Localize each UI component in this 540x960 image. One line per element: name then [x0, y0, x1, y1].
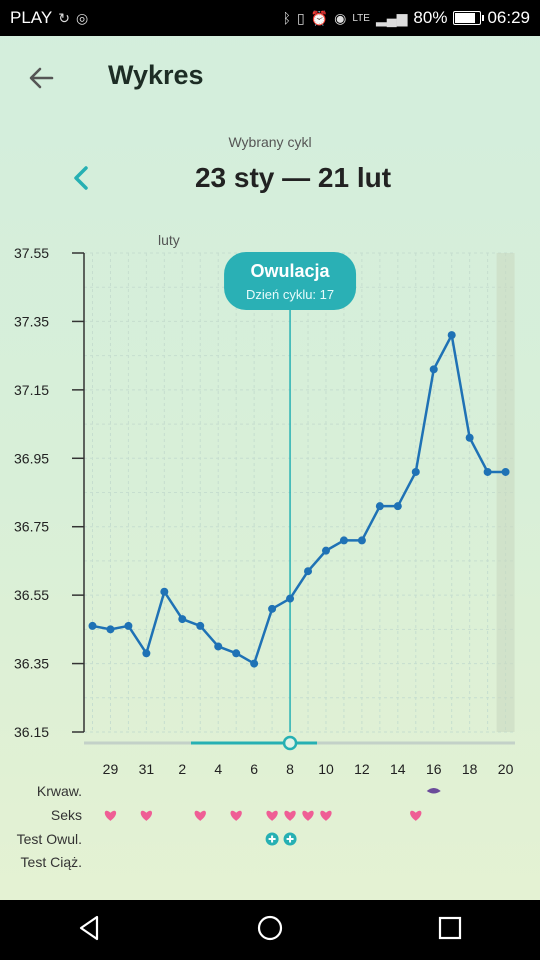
temperature-point[interactable]: [483, 467, 492, 476]
heart-icon: [302, 810, 314, 821]
temperature-point[interactable]: [321, 546, 330, 555]
temperature-points: [88, 331, 510, 668]
x-tick-label: 6: [250, 761, 258, 777]
temperature-point[interactable]: [501, 467, 510, 476]
temperature-series-line: [92, 331, 506, 666]
drop-icon: [426, 788, 441, 794]
previous-cycle-chevron-icon[interactable]: [68, 160, 94, 203]
y-tick-label: 37.35: [14, 313, 49, 329]
chart-grid: [84, 252, 515, 733]
temperature-point[interactable]: [429, 365, 438, 374]
temperature-point[interactable]: [375, 502, 384, 511]
ovulation-title: Owulacja: [251, 261, 331, 281]
temperature-point[interactable]: [286, 594, 295, 603]
temperature-point[interactable]: [250, 659, 259, 668]
heart-icon: [266, 810, 278, 821]
sync-icon: ↻: [58, 9, 70, 26]
battery-icon: [453, 11, 485, 25]
x-tick-label: 2: [178, 761, 186, 777]
heart-icon: [194, 810, 206, 821]
month-label: luty: [158, 232, 180, 248]
cycle-range: 23 sty — 21 lut: [194, 162, 392, 193]
x-tick-label: 8: [286, 761, 294, 777]
temperature-point[interactable]: [339, 536, 348, 545]
eye-icon: ◉: [334, 9, 347, 26]
x-tick-label: 4: [214, 761, 222, 777]
heart-icon: [410, 810, 422, 821]
temperature-point[interactable]: [411, 467, 420, 476]
scroll-handle[interactable]: [282, 735, 298, 751]
heart-icon: [320, 810, 332, 821]
y-tick-label: 36.75: [14, 519, 49, 535]
cycle-label: Wybrany cykl: [228, 134, 312, 150]
clock: 06:29: [487, 8, 530, 27]
heart-icon: [284, 810, 296, 821]
instagram-icon: ◎: [75, 9, 89, 26]
temperature-point[interactable]: [393, 502, 402, 511]
x-tick-label: 12: [354, 761, 370, 777]
temperature-chart[interactable]: luty 37.55 37.35 37.15 36.95 36.75 36.55 36.35…: [0, 0, 540, 880]
plus-glyph: [286, 835, 294, 843]
nav-back-icon[interactable]: [75, 913, 105, 948]
y-tick-label: 37.55: [14, 245, 49, 261]
heart-icon: [230, 810, 242, 821]
nav-recents-icon[interactable]: [435, 913, 465, 948]
y-tick-label: 37.15: [14, 382, 49, 398]
app-bar: Wykres: [0, 36, 540, 122]
nav-home-icon[interactable]: [255, 913, 285, 948]
temperature-point[interactable]: [160, 587, 169, 596]
ovulation-subtitle: Dzień cyklu: 17: [246, 287, 334, 302]
signal-icon: ▂▄▆: [375, 9, 408, 26]
marker-row-label: Krwaw.: [37, 783, 82, 799]
x-tick-label: 20: [498, 761, 514, 777]
plus-glyph: [268, 835, 276, 843]
marker-row-label: Test Ciąż.: [21, 854, 82, 870]
alarm-icon: ⏰: [310, 9, 329, 26]
temperature-point[interactable]: [304, 567, 313, 576]
heart-icon: [104, 810, 117, 821]
temperature-point[interactable]: [357, 536, 366, 545]
marker-row-label: Test Owul.: [17, 831, 82, 847]
bluetooth-icon: ᛒ: [282, 10, 291, 26]
temperature-point[interactable]: [232, 649, 241, 658]
x-tick-label: 14: [390, 761, 406, 777]
page-title: Wykres: [108, 60, 204, 90]
back-arrow-icon[interactable]: [24, 60, 60, 96]
y-tick-label: 36.35: [14, 656, 49, 672]
x-tick-label: 16: [426, 761, 442, 777]
y-tick-label: 36.55: [14, 587, 49, 603]
temperature-point[interactable]: [196, 621, 205, 630]
y-axis-ticks: 37.55 37.35 37.15 36.95 36.75 36.55 36.35 36.15: [14, 245, 84, 740]
marker-rows: Krwaw. Seks Test Owul. Test Ciąż.: [17, 783, 441, 870]
temperature-point[interactable]: [88, 621, 97, 630]
status-bar: PLAY ↻ ◎ ᛒ ▯ ⏰ ◉ LTE ▂▄▆ 80% 06:29: [0, 0, 540, 36]
temperature-point[interactable]: [124, 621, 133, 630]
vibrate-icon: ▯: [296, 9, 305, 26]
temperature-point[interactable]: [106, 625, 115, 634]
y-tick-label: 36.95: [14, 450, 49, 466]
carrier-label: PLAY: [10, 8, 53, 27]
ovulation-badge[interactable]: Owulacja Dzień cyklu: 17: [224, 252, 357, 310]
x-tick-label: 10: [318, 761, 334, 777]
x-tick-label: 31: [139, 761, 155, 777]
battery-percent: 80%: [413, 8, 448, 27]
temperature-point[interactable]: [447, 331, 456, 340]
temperature-point[interactable]: [178, 615, 187, 624]
lte-icon: LTE: [352, 12, 370, 24]
temperature-point[interactable]: [465, 433, 474, 442]
system-nav-bar: [0, 900, 540, 960]
temperature-point[interactable]: [214, 642, 223, 651]
x-tick-label: 18: [462, 761, 478, 777]
marker-row-label: Seks: [51, 807, 82, 823]
heart-icon: [140, 810, 153, 821]
y-tick-label: 36.15: [14, 724, 49, 740]
temperature-point[interactable]: [268, 604, 277, 613]
temperature-point[interactable]: [142, 649, 151, 658]
x-tick-label: 29: [103, 761, 119, 777]
x-axis-ticks: 29 31 2 4 6 8 10 12 14 16 18 20: [103, 761, 514, 777]
shaded-day-column: [496, 253, 515, 732]
